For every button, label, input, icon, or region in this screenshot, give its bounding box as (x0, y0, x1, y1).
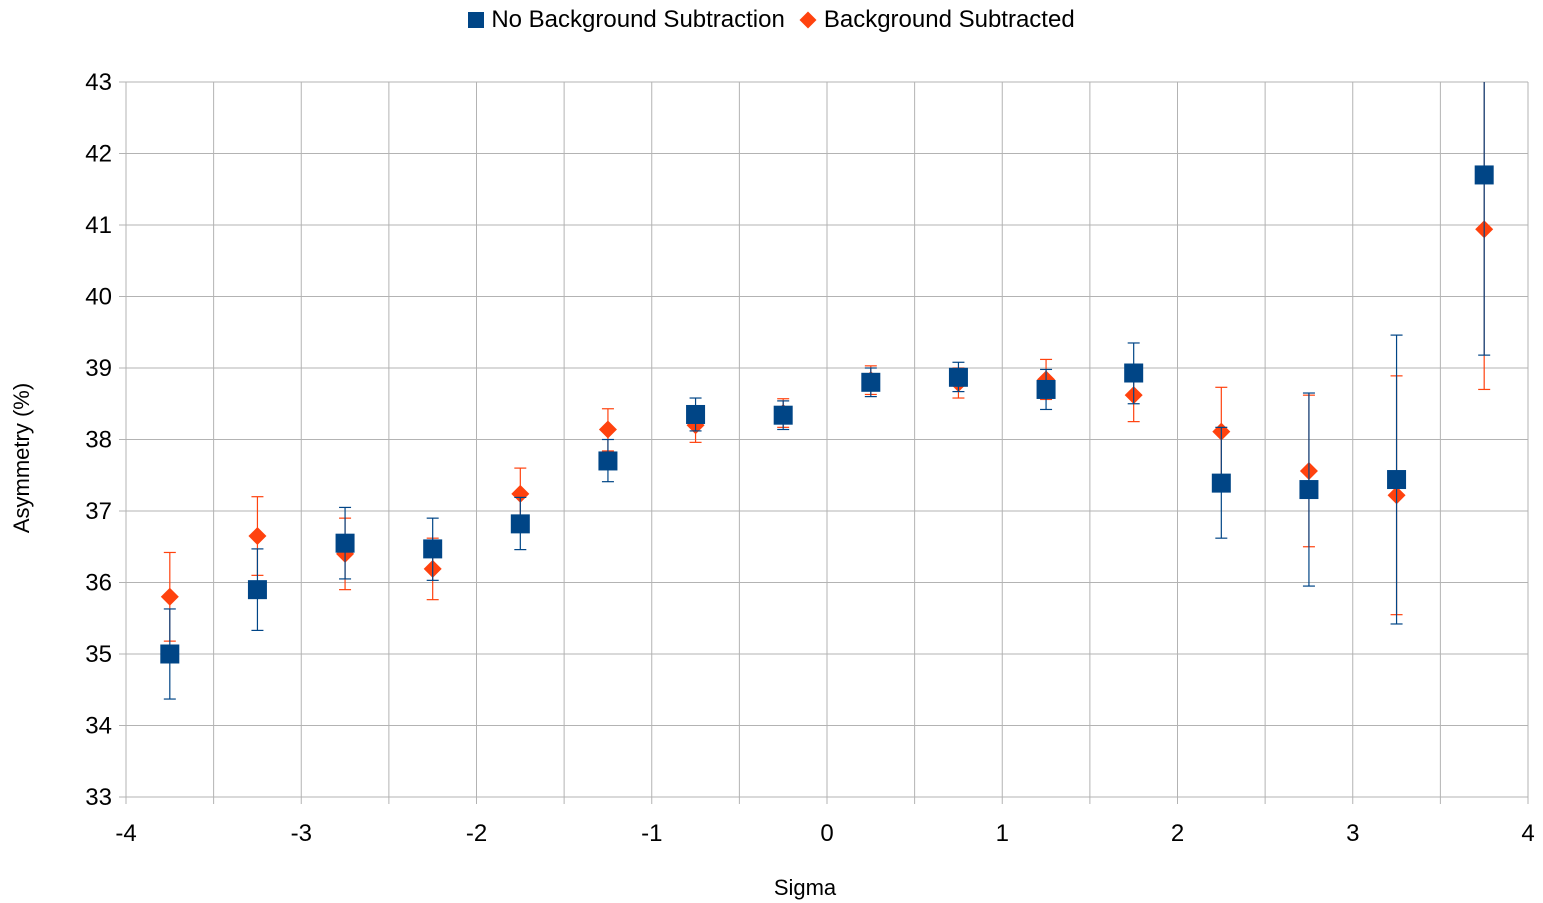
square-marker (686, 404, 706, 424)
square-marker (1299, 480, 1319, 500)
x-tick-label: -1 (641, 820, 662, 847)
y-axis-title: Asymmetry (%) (9, 382, 34, 534)
x-tick-label: 3 (1346, 820, 1359, 847)
x-tick-label: 4 (1521, 820, 1534, 847)
legend-square-marker-icon (468, 12, 485, 28)
y-tick-label: 39 (85, 355, 112, 382)
legend-label-series-1: No Background Subtraction (491, 6, 785, 33)
x-tick-label: 2 (1171, 820, 1184, 847)
y-tick-label: 43 (85, 69, 112, 96)
square-marker (1124, 363, 1144, 383)
diamond-marker (598, 420, 617, 439)
square-marker (948, 367, 968, 387)
axes (119, 81, 1529, 804)
square-marker (335, 533, 355, 553)
series-no-background-subtraction (160, 82, 1494, 700)
square-marker (1036, 379, 1056, 399)
y-tick-label: 41 (85, 212, 112, 239)
x-tick-label: -2 (466, 820, 487, 847)
grid-lines (125, 81, 1529, 798)
diamond-marker (160, 587, 179, 606)
diamond-marker (511, 484, 530, 503)
y-tick-label: 35 (85, 641, 112, 668)
y-tick-label: 33 (85, 784, 112, 811)
square-marker (598, 451, 618, 471)
legend-item-background-subtracted: Background Subtracted (799, 6, 1075, 34)
y-tick-label: 42 (85, 141, 112, 168)
chart-legend: No Background Subtraction Background Sub… (0, 6, 1543, 34)
legend-item-no-background-subtraction: No Background Subtraction (468, 6, 785, 34)
square-marker (510, 514, 530, 534)
x-tick-label: -4 (115, 820, 136, 847)
diamond-marker (248, 527, 267, 546)
square-marker (1474, 165, 1494, 185)
square-marker (1211, 473, 1231, 493)
y-tick-label: 37 (85, 498, 112, 525)
data-series (160, 82, 1494, 700)
square-marker (861, 372, 881, 392)
square-marker (423, 539, 443, 559)
square-marker (1387, 470, 1407, 490)
square-marker (160, 644, 180, 664)
square-marker (247, 580, 267, 600)
x-axis-title: Sigma (773, 875, 837, 900)
x-tick-label: -3 (291, 820, 312, 847)
y-tick-label: 34 (85, 713, 112, 740)
y-tick-label: 40 (85, 284, 112, 311)
square-marker (773, 405, 793, 425)
legend-label-series-2: Background Subtracted (823, 6, 1075, 33)
x-tick-label: 1 (996, 820, 1009, 847)
x-tick-label: 0 (820, 820, 833, 847)
y-tick-label: 38 (85, 427, 112, 454)
y-tick-label: 36 (85, 570, 112, 597)
